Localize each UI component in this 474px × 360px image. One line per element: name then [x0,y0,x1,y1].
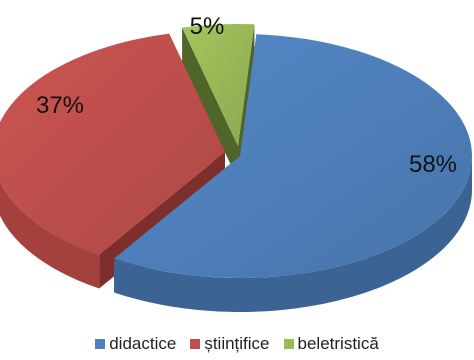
slice-top-didactice [114,34,473,279]
slice-top-stiintifice [0,33,225,255]
legend-label-beletristica: beletristică [297,334,379,353]
legend-label-didactice: didactice [109,334,177,353]
slice-wall-beletristica-0 [182,27,238,181]
data-label-beletristica: 5% [190,13,225,40]
legend-label-stiintifice: științifice [204,334,270,353]
slice-side-didactice [114,156,473,312]
data-label-stiintifice: 37% [36,92,84,119]
pie-slice-didactice [114,34,473,312]
legend-item-didactice: didactice [95,334,176,354]
pie-chart: 58% 37% 5% [0,13,473,312]
legend-swatch-stiintifice [190,339,201,349]
pie-slices [0,24,473,312]
data-label-didactice: 58% [409,151,457,178]
legend-item-stiintifice: științifice [190,334,270,354]
slice-top-beletristica [182,24,255,147]
legend-swatch-beletristica [283,339,294,349]
slice-side-stiintifice [0,181,100,289]
legend-swatch-didactice [95,339,106,349]
legend: didactice științifice beletristică [0,334,474,354]
legend-item-beletristica: beletristică [283,334,379,354]
